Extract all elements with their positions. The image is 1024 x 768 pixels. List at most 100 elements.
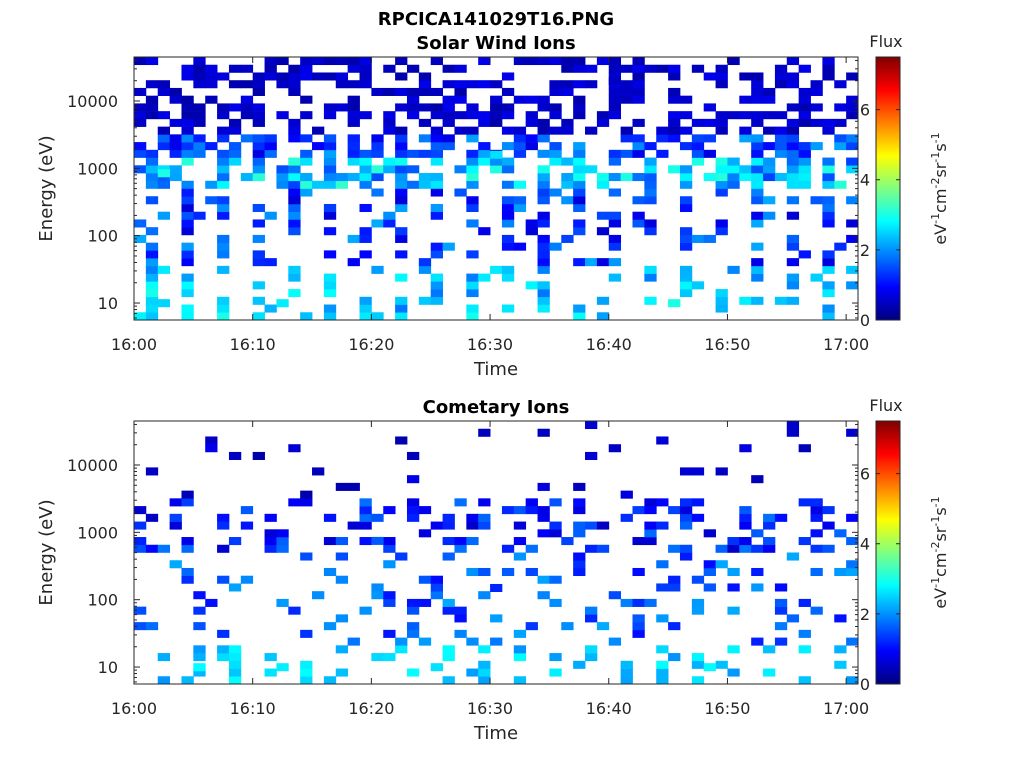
heatmap-cell (276, 111, 289, 120)
heatmap-cell (454, 95, 467, 104)
heatmap-cell (632, 57, 645, 66)
heatmap-cell (442, 242, 455, 251)
heatmap-cell (810, 196, 823, 205)
heatmap-cell (406, 103, 420, 112)
heatmap-cell (561, 157, 574, 166)
heatmap-cell (264, 537, 277, 546)
heatmap-cell (798, 142, 811, 151)
heatmap-cell (537, 281, 550, 290)
heatmap-cell (454, 614, 467, 623)
heatmap-cell (573, 529, 586, 538)
heatmap-cell (846, 428, 858, 437)
heatmap-cell (157, 134, 171, 143)
heatmap-cell (264, 149, 277, 158)
heatmap-cell (264, 134, 277, 143)
heatmap-cell (134, 87, 147, 96)
heatmap-cell (145, 273, 159, 282)
heatmap-cell (513, 242, 527, 251)
heatmap-cell (181, 498, 194, 507)
heatmap-cell (371, 583, 384, 592)
heatmap-cell (371, 87, 384, 96)
heatmap-cell (323, 227, 337, 236)
heatmap-cell (549, 57, 562, 66)
heatmap-cell (679, 242, 693, 251)
heatmap-cell (679, 165, 693, 174)
heatmap-cell (537, 196, 550, 205)
heatmap-cell (608, 111, 622, 120)
heatmap-cell (786, 614, 800, 623)
heatmap-cell (300, 629, 313, 638)
heatmap-cell (181, 304, 194, 313)
heatmap-cell (478, 676, 491, 684)
heatmap-cell (478, 591, 491, 600)
heatmap-cell (466, 521, 479, 530)
heatmap-cell (406, 180, 420, 189)
heatmap-cell (691, 676, 705, 684)
x-axis-label: Time (473, 359, 518, 380)
heatmap-cell (395, 87, 408, 96)
heatmap-cell (240, 506, 254, 515)
heatmap-cell (359, 180, 372, 189)
heatmap-cell (798, 173, 811, 182)
heatmap-cell (371, 265, 384, 274)
heatmap-cell (228, 157, 242, 166)
heatmap-cell (644, 498, 657, 507)
heatmap-cell (751, 180, 764, 189)
heatmap-cell (145, 157, 159, 166)
heatmap-cell (169, 165, 182, 174)
heatmap-cell (217, 234, 230, 243)
heatmap-cell (371, 653, 384, 662)
heatmap-cell (193, 80, 206, 89)
heatmap-cell (312, 57, 325, 66)
heatmap-cell (347, 637, 360, 646)
heatmap-cell (430, 289, 443, 298)
heatmap-cell (335, 173, 349, 182)
heatmap-cell (359, 173, 372, 182)
heatmap-cell (193, 57, 206, 66)
heatmap-cell (276, 72, 289, 81)
heatmap-cell (181, 219, 194, 228)
heatmap-cell (347, 149, 360, 158)
heatmap-cell (739, 126, 752, 135)
heatmap-cell (537, 219, 550, 228)
heatmap-cell (525, 57, 538, 66)
heatmap-cell (703, 567, 716, 577)
heatmap-cell (430, 157, 443, 166)
heatmap-cell (751, 87, 764, 96)
heatmap-cell (679, 111, 693, 120)
heatmap-cell (145, 196, 159, 205)
heatmap-cell (169, 173, 182, 182)
heatmap-cell (181, 281, 194, 290)
heatmap-cell (573, 567, 586, 577)
heatmap-cell (822, 506, 835, 515)
heatmap-cell (774, 126, 788, 135)
heatmap-cell (822, 250, 835, 259)
heatmap-cell (134, 622, 147, 631)
heatmap-cell (406, 498, 420, 507)
heatmap-cell (181, 567, 194, 577)
heatmap-cell (679, 196, 693, 205)
heatmap-cell (371, 188, 384, 197)
heatmap-cell (406, 95, 420, 104)
heatmap-cell (608, 591, 622, 600)
heatmap-sample-cell (703, 663, 716, 672)
heatmap-sample-cell (490, 583, 503, 592)
heatmap-cell (383, 64, 396, 73)
heatmap-cell (228, 80, 242, 89)
heatmap-cell (371, 142, 384, 151)
heatmap-cell (668, 95, 681, 104)
heatmap-cell (442, 645, 455, 654)
heatmap-cell (739, 537, 752, 546)
heatmap-cell (323, 622, 337, 631)
heatmap-cell (763, 157, 776, 166)
heatmap-cell (739, 95, 752, 104)
heatmap-cell (335, 180, 349, 189)
heatmap-cell (288, 498, 301, 507)
heatmap-cell (383, 537, 396, 546)
heatmap-cell (264, 142, 277, 151)
heatmap-cell (798, 537, 811, 546)
heatmap-cell (679, 126, 693, 135)
heatmap-cell (134, 506, 147, 515)
heatmap-cell (739, 521, 752, 530)
heatmap-cell (846, 281, 858, 290)
